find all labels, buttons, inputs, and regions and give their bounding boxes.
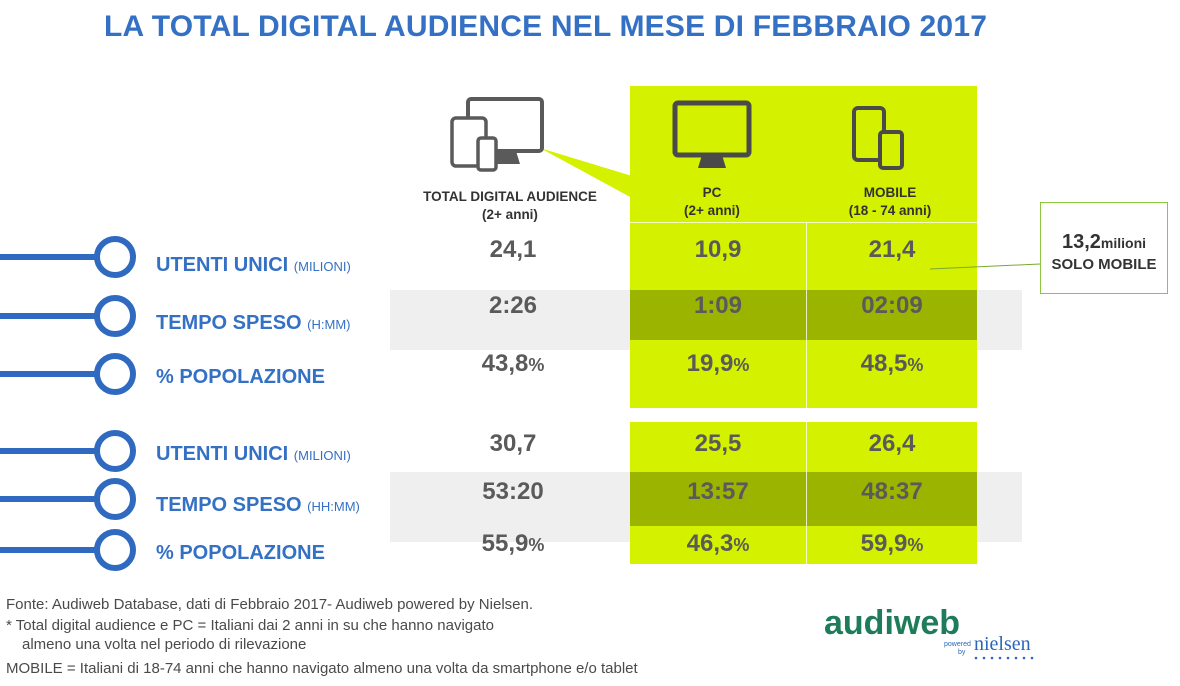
value-total: 2:26	[488, 292, 538, 319]
percent-sign: %	[528, 355, 545, 375]
value-total: 43,8%	[443, 350, 583, 378]
grid-line	[630, 222, 977, 223]
monitor-icon	[672, 100, 752, 168]
callout-label: SOLO MOBILE	[1051, 256, 1157, 273]
row-bullet-line	[0, 547, 110, 553]
row-bullet-circle	[94, 295, 136, 337]
value-pc: 46,3%	[648, 530, 788, 558]
mobile-devices-icon	[852, 106, 904, 170]
col-total-header: TOTAL DIGITAL AUDIENCE (2+ anni)	[400, 188, 620, 224]
percent-sign: %	[733, 535, 750, 555]
row-label-text: % POPOLAZIONE	[156, 366, 325, 388]
row-label: % POPOLAZIONE	[156, 366, 325, 389]
col-pc-title: PC	[702, 185, 722, 200]
value-number: 48,5	[860, 350, 908, 377]
row-label-text: TEMPO SPESO	[156, 312, 302, 334]
value-pc: 25,5	[694, 430, 742, 457]
value-mobile: 48:37	[861, 478, 923, 505]
value-number: 46,3	[686, 530, 734, 557]
value-number: 59,9	[860, 530, 908, 557]
footnote-note1: * Total digital audience e PC = Italiani…	[6, 617, 494, 634]
value-number: 19,9	[686, 350, 734, 377]
logo-powered: powered	[944, 641, 971, 648]
row-bullet-circle	[94, 430, 136, 472]
col-mobile-age: (18 - 74 anni)	[848, 203, 932, 218]
footnote-note2: MOBILE = Italiani di 18-74 anni che hann…	[6, 660, 638, 677]
page-title: LA TOTAL DIGITAL AUDIENCE NEL MESE DI FE…	[104, 10, 988, 43]
tempo-highlight-1	[630, 290, 977, 340]
row-bullet-line	[0, 448, 110, 454]
connector-wedge	[540, 148, 632, 198]
row-label: UTENTI UNICI (MILIONI)	[156, 254, 351, 277]
col-mobile-header: MOBILE (18 - 74 anni)	[820, 184, 960, 220]
tempo-highlight-2	[630, 472, 977, 526]
grid-line	[806, 222, 807, 408]
percent-sign: %	[907, 355, 924, 375]
value-total: 30,7	[489, 430, 537, 457]
row-label: UTENTI UNICI (MILIONI)	[156, 443, 351, 466]
callout-number: 13,2	[1061, 231, 1101, 253]
row-label: % POPOLAZIONE	[156, 542, 325, 565]
logo-brand: audiweb	[824, 604, 960, 642]
col-pc-age: (2+ anni)	[684, 203, 740, 218]
row-label-unit: (H:MM)	[307, 317, 351, 332]
logo-partner: nielsen	[974, 633, 1031, 655]
col-mobile-title: MOBILE	[863, 185, 917, 200]
callout-connector	[930, 263, 1040, 270]
row-label-unit: (HH:MM)	[307, 499, 360, 514]
col-total-title: TOTAL DIGITAL AUDIENCE	[423, 189, 597, 204]
row-bullet-line	[0, 371, 110, 377]
row-label-text: TEMPO SPESO	[156, 494, 302, 516]
devices-icon	[450, 97, 544, 172]
lime-panel-top	[630, 86, 977, 408]
value-mobile: 02:09	[861, 292, 923, 319]
value-mobile: 59,9%	[822, 530, 962, 558]
grid-line	[806, 422, 807, 564]
row-label: TEMPO SPESO (HH:MM)	[156, 494, 360, 517]
logo-by: by	[958, 649, 966, 656]
row-bullet-line	[0, 496, 110, 502]
row-bullet-circle	[94, 478, 136, 520]
solo-mobile-callout: 13,2milioni SOLO MOBILE	[1040, 202, 1168, 294]
value-total: 24,1	[489, 236, 537, 263]
value-mobile: 21,4	[868, 236, 916, 263]
row-label-unit: (MILIONI)	[293, 448, 351, 463]
value-pc: 1:09	[693, 292, 743, 319]
value-mobile: 48,5%	[822, 350, 962, 378]
col-pc-header: PC (2+ anni)	[642, 184, 782, 220]
row-bullet-line	[0, 254, 110, 260]
value-pc: 10,9	[694, 236, 742, 263]
footnote-source: Fonte: Audiweb Database, dati di Febbrai…	[6, 596, 533, 613]
row-label-text: % POPOLAZIONE	[156, 542, 325, 564]
callout-unit: milioni	[1100, 235, 1147, 251]
value-pc: 13:57	[687, 478, 749, 505]
row-bullet-line	[0, 313, 110, 319]
percent-sign: %	[733, 355, 750, 375]
callout-value: 13,2milioni	[1041, 231, 1167, 254]
row-label-unit: (MILIONI)	[293, 259, 351, 274]
audiweb-logo: audiweb powered by nielsen	[824, 604, 1034, 660]
percent-sign: %	[907, 535, 924, 555]
percent-sign: %	[528, 535, 545, 555]
value-total: 53:20	[482, 478, 544, 505]
row-bullet-circle	[94, 353, 136, 395]
row-label-text: UTENTI UNICI	[156, 254, 289, 276]
row-bullet-circle	[94, 236, 136, 278]
value-number: 43,8	[481, 350, 529, 377]
col-total-age: (2+ anni)	[482, 207, 538, 222]
footnote-note1-cont: almeno una volta nel periodo di rilevazi…	[22, 636, 307, 653]
value-number: 55,9	[481, 530, 529, 557]
value-total: 55,9%	[443, 530, 583, 558]
row-label-text: UTENTI UNICI	[156, 443, 289, 465]
value-mobile: 26,4	[868, 430, 916, 457]
value-pc: 19,9%	[648, 350, 788, 378]
row-label: TEMPO SPESO (H:MM)	[156, 312, 350, 335]
row-bullet-circle	[94, 529, 136, 571]
